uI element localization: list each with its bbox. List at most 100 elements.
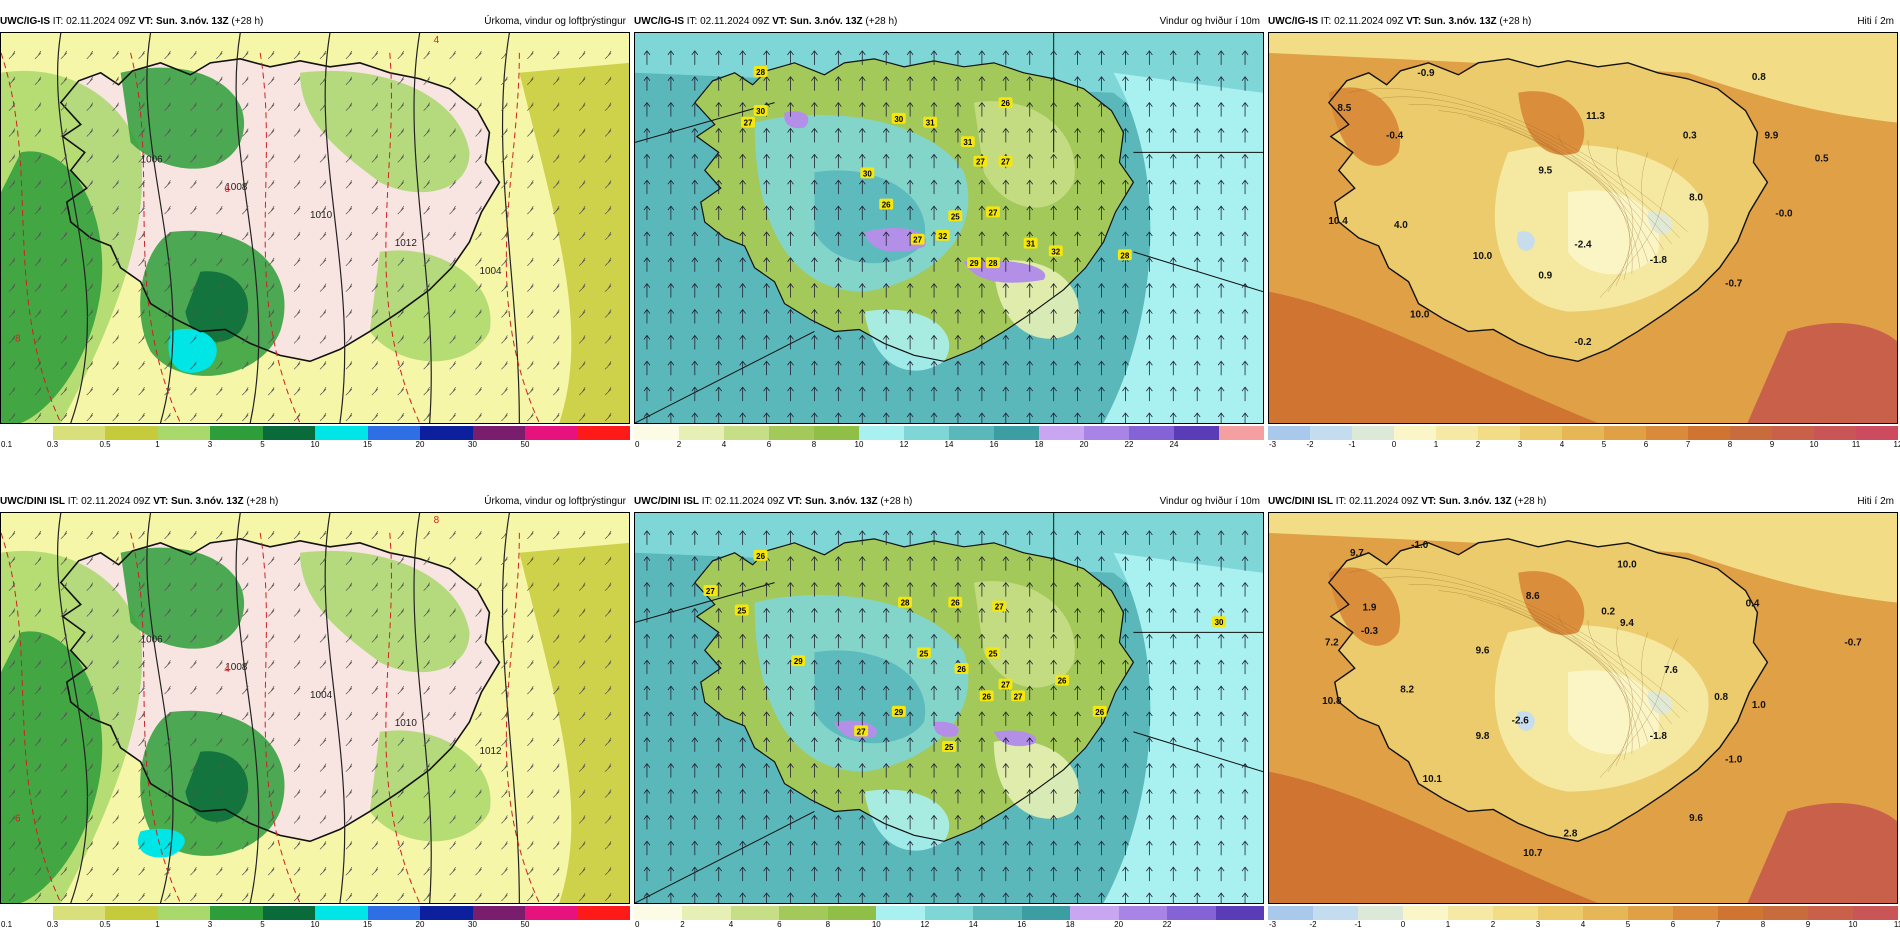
legend-swatch (1358, 906, 1403, 920)
valid-time-label: VT: (1421, 496, 1437, 507)
legend-tick-label: 14 (968, 920, 978, 929)
legend-tick-label: 0 (635, 920, 640, 929)
init-time: 02.11.2024 09Z (715, 496, 785, 507)
gust-marker: 27 (741, 116, 756, 128)
legend-swatches (634, 426, 1264, 440)
gust-value: 30 (894, 115, 903, 124)
temperature-value: 7.6 (1664, 665, 1678, 676)
legend-tick-label: 4 (1580, 920, 1586, 929)
gust-marker: 27 (854, 725, 869, 736)
legend-swatch (827, 906, 877, 920)
legend-swatch (472, 426, 525, 440)
gust-value: 26 (951, 599, 960, 608)
legend-swatch (634, 426, 679, 440)
temperature-value: 10.8 (1322, 696, 1342, 707)
legend-tick-label: 12 (920, 920, 930, 929)
gust-marker: 27 (998, 678, 1013, 690)
legend-swatch (577, 906, 630, 920)
legend-tick-label: 9 (1805, 920, 1811, 929)
map-panel-precip: UWC/DINI ISL IT: 02.11.2024 09Z VT: Sun.… (0, 494, 630, 949)
legend-swatch (1129, 426, 1174, 440)
gust-marker: 29 (791, 655, 806, 666)
temperature-value: 0.9 (1538, 271, 1552, 282)
legend-swatch (1646, 426, 1688, 440)
legend-swatch (0, 426, 53, 440)
legend-tick-label: 4 (728, 920, 734, 929)
legend-swatch (1478, 426, 1520, 440)
panel-header: UWC/IG-IS IT: 02.11.2024 09Z VT: Sun. 3.… (634, 14, 1264, 30)
panel-header: UWC/DINI ISL IT: 02.11.2024 09Z VT: Sun.… (0, 494, 630, 510)
model-name: UWC/IG-IS (1268, 16, 1318, 27)
panel-title: Hiti í 2m (1857, 16, 1894, 27)
gust-value: 27 (976, 158, 985, 167)
map-graphic: -1.0 9.7 10.0 1.9 8.6 0.2 0.4 -0.3 9.4 -0.7 7.2 9.6… (1269, 513, 1897, 903)
legend-tick-label: 5 (260, 920, 265, 929)
gust-marker: 28 (898, 596, 913, 608)
legend-tick-label: 20 (1114, 920, 1124, 929)
legend-tick-label: 8 (811, 440, 817, 449)
legend-tick-label: 9 (1769, 440, 1775, 449)
legend-tick-label: 12 (899, 440, 909, 449)
legend-swatch (1167, 906, 1216, 920)
legend-tick-label: -3 (1269, 440, 1277, 449)
gust-marker: 31 (960, 136, 975, 147)
gust-marker: 25 (734, 604, 749, 615)
color-legend: 0.1 0.3 0.5 1 3 5 10 15 20 30 50 (0, 906, 630, 929)
gust-value: 26 (882, 201, 891, 210)
gust-marker: 29 (967, 257, 982, 268)
gust-marker: 27 (703, 585, 718, 596)
temperature-value: 7.2 (1325, 638, 1339, 649)
legend-tick-label: -1 (1348, 440, 1356, 449)
gust-marker: 25 (948, 210, 963, 221)
legend-tick-label: 10 (310, 440, 320, 449)
gust-value: 29 (894, 708, 903, 717)
legend-swatch (1604, 426, 1646, 440)
legend-tick-label: 50 (520, 920, 530, 929)
temperature-value: 9.9 (1764, 130, 1778, 141)
init-time: 02.11.2024 09Z (700, 16, 770, 27)
legend-swatch (1219, 426, 1264, 440)
gust-marker: 32 (935, 229, 950, 241)
gust-value: 30 (1215, 618, 1224, 627)
legend-swatch (315, 426, 368, 440)
init-time-label: IT: (686, 16, 698, 27)
gust-marker: 31 (1023, 237, 1038, 249)
legend-swatch (682, 906, 731, 920)
legend-swatch (1718, 906, 1763, 920)
legend-tick-label: -3 (1269, 920, 1277, 929)
isobar-label: 1006 (141, 634, 164, 645)
legend-swatch (769, 426, 814, 440)
gust-value: 27 (1014, 692, 1023, 701)
legend-swatch (1215, 906, 1265, 920)
temperature-value: 9.6 (1689, 813, 1703, 824)
gust-value: 27 (913, 236, 922, 245)
gust-value: 28 (756, 68, 765, 77)
map-graphic: 26 27 25 28 26 27 29 25 25 26 30 27 26 25 26 26 27 29 27 (635, 513, 1263, 903)
gust-marker: 28 (753, 66, 768, 77)
legend-tick-label: 16 (989, 440, 999, 449)
legend-tick-label: 0.1 (1, 440, 13, 449)
gust-value: 28 (989, 259, 998, 268)
legend-swatch (859, 426, 904, 440)
gust-marker: 26 (1055, 674, 1070, 686)
gust-marker: 30 (860, 167, 875, 178)
legend-tick-label: 10 (871, 920, 881, 929)
gust-marker: 27 (992, 600, 1007, 612)
gust-marker: 25 (985, 647, 1000, 658)
legend-tick-label: -2 (1309, 920, 1317, 929)
temperature-value: 10.4 (1328, 216, 1348, 227)
legend-tick-label: 12 (1893, 440, 1900, 449)
map-graphic: 1006 1008 1004 1010 1012 6 4 8 (1, 513, 629, 903)
gust-marker: 30 (753, 105, 768, 116)
init-time-label: IT: (67, 496, 79, 507)
lead-time: (+28 h) (1499, 16, 1532, 27)
gust-value: 28 (901, 599, 910, 608)
gust-value: 25 (945, 743, 954, 752)
legend-tick-label: 11 (1851, 440, 1861, 449)
legend-swatch (367, 906, 420, 920)
temperature-value: -0.7 (1725, 279, 1743, 290)
init-time-label: IT: (52, 16, 64, 27)
legend-tick-label: 22 (1162, 920, 1172, 929)
legend-tick-label: 2 (1475, 440, 1481, 449)
temperature-value: -0.9 (1417, 68, 1435, 79)
